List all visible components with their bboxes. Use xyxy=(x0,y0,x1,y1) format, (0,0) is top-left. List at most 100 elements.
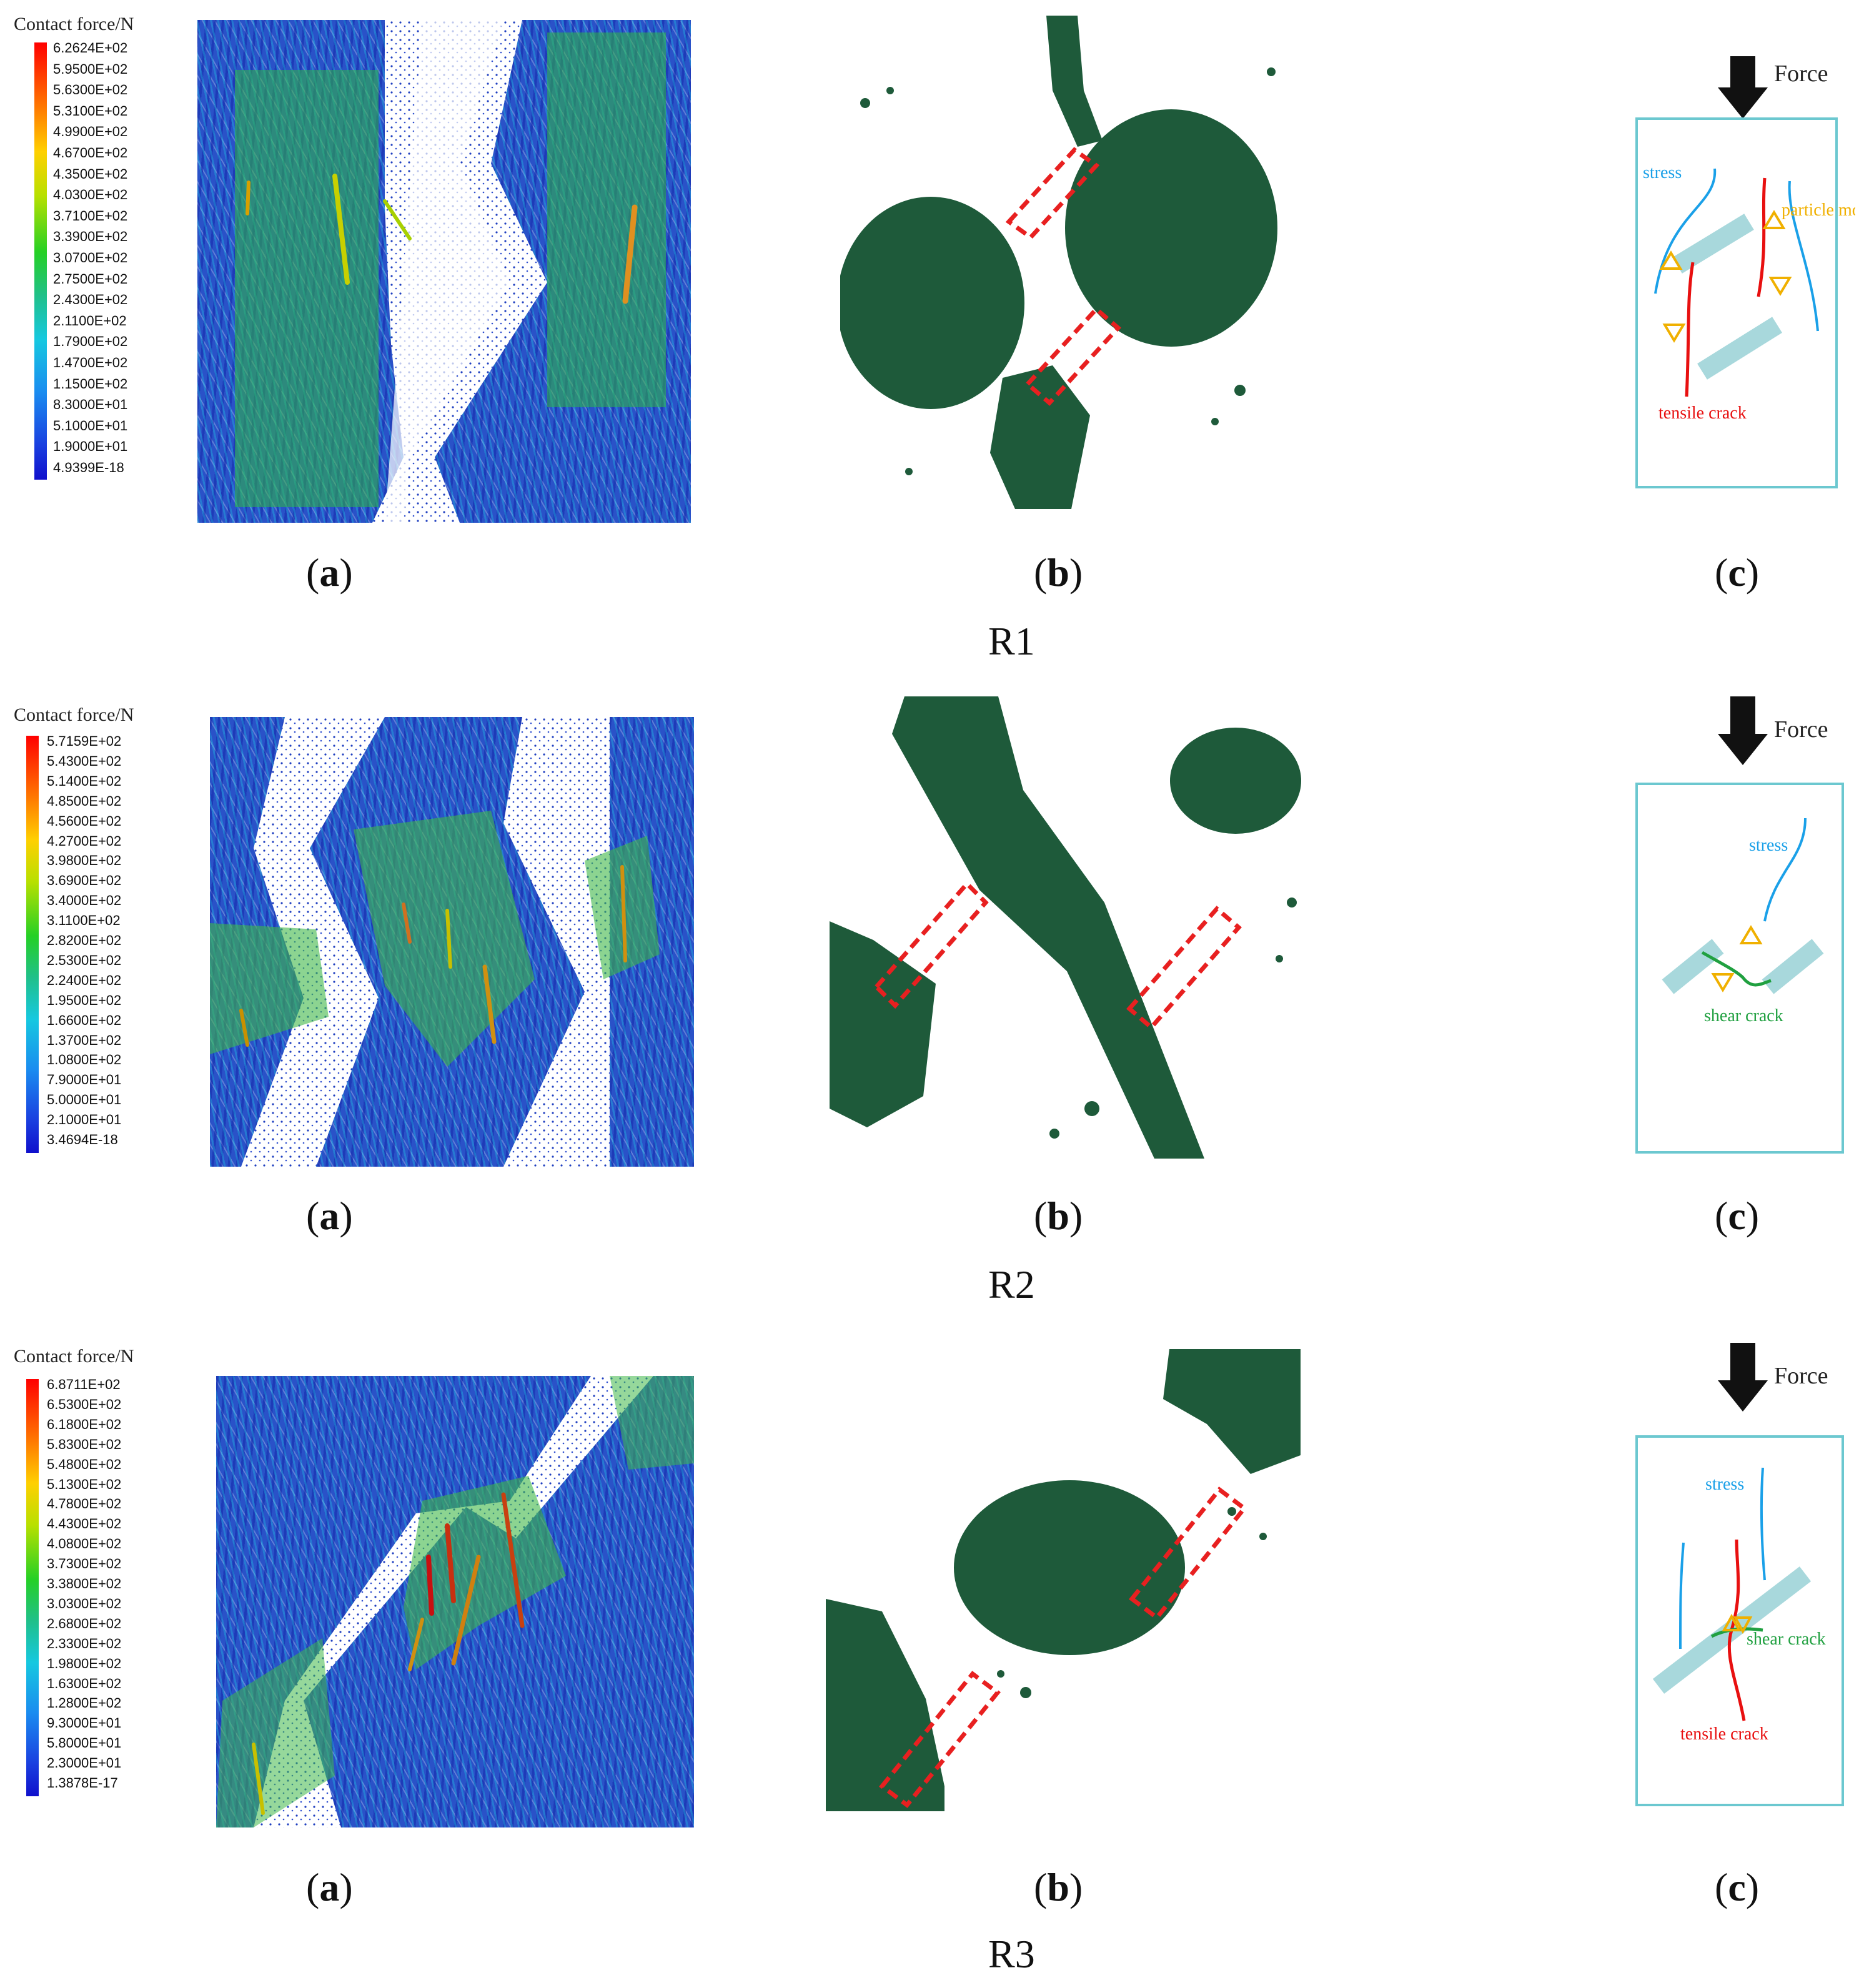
legend-tick-label: 6.1800E+02 xyxy=(47,1416,122,1432)
stress-path-right xyxy=(1760,1467,1766,1581)
legend-tick-label: 5.9500E+02 xyxy=(53,61,128,77)
legend-tick-label: 2.5300E+02 xyxy=(47,952,122,968)
contact-force-plot-r1 xyxy=(235,20,666,523)
legend-tick-label: 2.1000E+01 xyxy=(47,1112,122,1128)
tensile-crack-left xyxy=(1685,262,1695,397)
force-field-left xyxy=(210,923,329,1054)
legend-tick-label: 3.4694E-18 xyxy=(47,1132,118,1147)
legend-tick-label: 3.4000E+02 xyxy=(47,893,122,909)
row-label-r3: R3 xyxy=(988,1932,1035,1976)
stress-path-right xyxy=(1788,181,1819,332)
stress-path-left xyxy=(1654,168,1717,294)
caption-a-r2: (a) xyxy=(306,1194,353,1238)
legend-tick-label: 1.0800E+02 xyxy=(47,1052,122,1068)
tensile-crack-label: tensile crack xyxy=(1658,403,1747,423)
tensile-crack-right xyxy=(1757,177,1767,297)
specimen-outline xyxy=(1635,783,1844,1154)
legend-tick-label: 4.9399E-18 xyxy=(53,460,124,475)
legend-tick-label: 3.6900E+02 xyxy=(47,873,122,889)
legend-tick-label: 9.3000E+01 xyxy=(47,1715,122,1731)
legend-tick-label: 2.8200E+02 xyxy=(47,932,122,948)
legend-tick-label: 3.3900E+02 xyxy=(53,229,128,245)
particle-view-r3 xyxy=(826,1349,1301,1811)
legend-tick-label: 1.9000E+01 xyxy=(53,438,128,455)
schematic-r1: Force stress particle movement tensile c… xyxy=(1599,56,1864,493)
contact-force-plot-r3 xyxy=(216,1376,694,1827)
particle-cluster-plot-r3 xyxy=(826,1349,1301,1811)
legend-tick-label: 4.9900E+02 xyxy=(53,124,128,140)
legend-tick-label: 8.3000E+01 xyxy=(53,397,128,413)
legend-tick-label: 2.4300E+02 xyxy=(53,292,128,308)
row-label-r2: R2 xyxy=(988,1262,1035,1307)
contact-force-panel-r3 xyxy=(216,1376,694,1827)
stress-label: stress xyxy=(1749,836,1788,855)
legend-tick-label: 4.0800E+02 xyxy=(47,1536,122,1552)
stress-path xyxy=(1763,818,1807,922)
schematic-drawing-r2: Force stress shear crack xyxy=(1635,696,1844,1154)
highlight-box-right xyxy=(1126,906,1242,1031)
particle-movement-label: particle movement xyxy=(1782,200,1855,220)
particle-movement-arrows xyxy=(1659,210,1792,343)
highlight-box-lower xyxy=(879,1671,1001,1808)
specimen-outline xyxy=(1635,1435,1844,1806)
legend-tick-label: 1.3878E-17 xyxy=(47,1775,118,1791)
legend-tick-label: 5.8000E+01 xyxy=(47,1735,122,1751)
legend-tick-label: 1.1500E+02 xyxy=(53,375,128,392)
legend-tick-label: 2.3300E+02 xyxy=(47,1635,122,1651)
caption-a-r1: (a) xyxy=(306,550,353,595)
stress-label: stress xyxy=(1705,1475,1744,1494)
particle-view-r2 xyxy=(830,696,1304,1159)
joint-lower xyxy=(1697,317,1782,380)
legend-tick-label: 5.8300E+02 xyxy=(47,1436,122,1452)
legend-colorbar-r2 xyxy=(26,736,39,1153)
legend-tick-label: 4.0300E+02 xyxy=(53,187,128,203)
caption-b-r3: (b) xyxy=(1034,1865,1083,1909)
legend-tick-label: 3.0300E+02 xyxy=(47,1595,122,1611)
caption-c-r1: (c) xyxy=(1715,550,1760,595)
legend-title-r2: Contact force/N xyxy=(14,705,134,725)
shear-crack-label: shear crack xyxy=(1747,1629,1826,1649)
joint-right xyxy=(1762,939,1824,994)
force-field-right xyxy=(547,32,666,407)
legend-tick-label: 5.7159E+02 xyxy=(47,733,122,749)
joint-left xyxy=(1662,939,1724,994)
legend-tick-label: 1.9500E+02 xyxy=(47,992,122,1008)
highlight-box-upper xyxy=(1005,147,1100,240)
contact-force-panel-r2 xyxy=(210,717,694,1167)
stress-label: stress xyxy=(1643,163,1682,182)
legend-tick-label: 1.6600E+02 xyxy=(47,1012,122,1028)
legend-tick-label: 5.3100E+02 xyxy=(53,102,128,119)
legend-tick-label: 6.5300E+02 xyxy=(47,1396,122,1412)
force-field-center xyxy=(404,1476,566,1669)
force-label: Force xyxy=(1774,716,1828,743)
stress-path-left xyxy=(1679,1542,1685,1649)
legend-tick-label: 2.7500E+02 xyxy=(53,270,128,287)
legend-tick-label: 1.4700E+02 xyxy=(53,355,128,370)
legend-tick-label: 2.2400E+02 xyxy=(47,972,122,988)
highlight-box-lower xyxy=(1024,306,1122,406)
contact-force-panel-r1 xyxy=(197,20,691,523)
legend-title-r1: Contact force/N xyxy=(14,14,134,34)
contact-force-plot-r2 xyxy=(210,717,660,1167)
tensile-crack-label: tensile crack xyxy=(1680,1724,1768,1744)
caption-b-r2: (b) xyxy=(1034,1194,1083,1238)
schematic-r3: Force stress shear crack tensile crack xyxy=(1599,1343,1855,1811)
force-label: Force xyxy=(1774,61,1828,87)
legend-tick-label: 1.6300E+02 xyxy=(47,1675,122,1691)
legend-tick-label: 3.7300E+02 xyxy=(47,1556,122,1572)
particle-cluster-plot-r1 xyxy=(837,16,1277,509)
legend-tick-label: 7.9000E+01 xyxy=(47,1072,122,1088)
particle-movement-arrows xyxy=(1711,925,1763,992)
legend-tick-label: 4.5600E+02 xyxy=(47,813,122,829)
legend-tick-label: 6.2624E+02 xyxy=(53,40,128,56)
schematic-r2: Force stress shear crack xyxy=(1599,696,1855,1159)
legend-tick-label: 3.7100E+02 xyxy=(53,207,128,224)
legend-tick-label: 3.9800E+02 xyxy=(47,853,122,869)
legend-tick-label: 3.1100E+02 xyxy=(47,912,121,929)
legend-tick-label: 5.4800E+02 xyxy=(47,1456,122,1472)
legend-tick-label: 5.0000E+01 xyxy=(47,1092,122,1108)
legend-tick-label: 4.8500E+02 xyxy=(47,793,122,809)
force-field-lower-left xyxy=(216,1638,335,1827)
schematic-drawing-r1: Force stress particle movement tensile c… xyxy=(1635,56,1864,488)
